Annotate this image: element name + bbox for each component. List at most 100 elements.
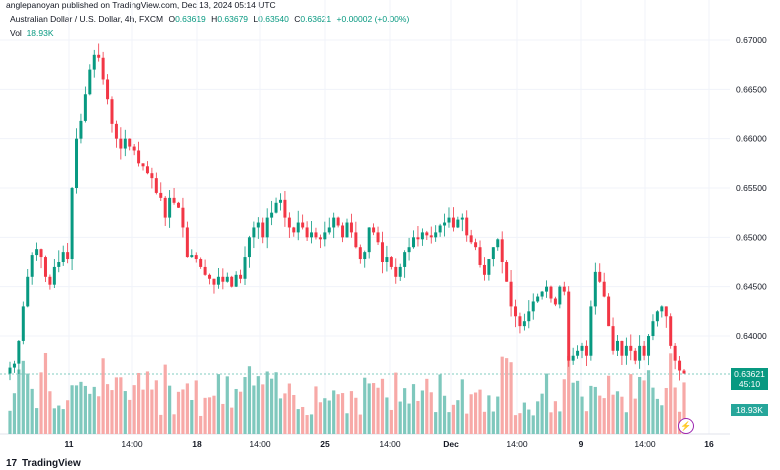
candle-body (247, 237, 251, 258)
candle-body (647, 336, 651, 356)
candle-body (177, 202, 180, 208)
candle-body (287, 217, 291, 228)
volume-bar (584, 411, 589, 434)
volume-bar (620, 396, 624, 434)
low-label: L (253, 14, 259, 24)
volume-bar (207, 397, 212, 434)
candle-body (434, 232, 438, 238)
symbol-name[interactable]: Australian Dollar / U.S. Dollar, 4h, FXC… (10, 14, 164, 24)
x-tick-label: 14:00 (506, 439, 528, 449)
candle-body (469, 235, 473, 243)
volume-bar (544, 373, 549, 434)
x-axis[interactable]: 11 14:00 18 14:00 25 14:00 Dec 14:00 9 14:00 16 (0, 433, 730, 449)
candle-body (26, 276, 30, 307)
candle-body (35, 249, 39, 256)
publisher-line: anglepanoyan published on TradingView.co… (6, 0, 276, 10)
volume-bar (247, 366, 252, 434)
candle-body (261, 222, 265, 238)
candle-body (403, 252, 407, 267)
candle-body (624, 345, 628, 356)
candle-body (420, 232, 424, 240)
candle-body (562, 286, 566, 292)
volume-bar (363, 377, 367, 434)
y-axis[interactable]: 0.67000 0.66500 0.66000 0.65500 0.65000 0.645… (736, 35, 767, 341)
volume-bar (389, 409, 393, 434)
volume-bar (61, 409, 65, 434)
candle-body (376, 232, 380, 243)
x-tick-label: 16 (704, 439, 714, 449)
volume-bar (252, 385, 256, 434)
volume-bar (429, 392, 433, 434)
volume-bar (57, 405, 61, 434)
volume-bar (434, 412, 438, 434)
volume-bar (593, 386, 597, 434)
volume-bar (185, 383, 189, 434)
candle-body (531, 301, 535, 312)
candle-body (602, 281, 606, 297)
volume-bar (505, 358, 509, 434)
volume-bar (558, 411, 562, 434)
candle-body (412, 237, 416, 248)
tradingview-footer[interactable]: 17 TradingView (6, 458, 81, 469)
open-value: 0.63619 (175, 14, 206, 24)
volume-bar (567, 355, 571, 434)
volume-bar (394, 372, 398, 434)
candle-body (673, 345, 677, 361)
y-tick-label: 0.66000 (736, 134, 767, 144)
candle-body (88, 69, 92, 95)
candle-body (252, 227, 256, 238)
volume-bar (509, 362, 513, 434)
volume-bar (615, 391, 620, 434)
candle-body (123, 138, 127, 149)
candle-body (256, 222, 260, 228)
candle-body (629, 345, 633, 351)
volume-bar (411, 384, 416, 434)
high-label: H (211, 14, 218, 24)
volume-bar (318, 402, 322, 434)
volume-bar (97, 396, 101, 434)
volume-bar (660, 405, 664, 434)
volume-bar (491, 411, 495, 434)
x-tick-label: 14:00 (634, 439, 656, 449)
volume-bar (655, 398, 659, 434)
candle-body (185, 227, 189, 258)
candle-body (292, 227, 296, 233)
candle-body (168, 197, 172, 218)
candle-body (416, 237, 420, 240)
y-tick-label: 0.64500 (736, 282, 767, 292)
candle-body (558, 286, 562, 305)
candle-body (580, 345, 584, 351)
candle-body (545, 286, 549, 292)
volume-bar (487, 395, 491, 434)
volume-bar (35, 408, 39, 434)
candle-body (336, 217, 340, 226)
y-tick-label: 0.65000 (736, 232, 767, 242)
volume-bar (575, 380, 580, 434)
candle-body (478, 247, 482, 265)
candle-body (296, 222, 300, 233)
volume-bar (664, 387, 668, 434)
candle-body (429, 235, 433, 238)
candle-body (305, 227, 309, 238)
volume-bar (114, 377, 119, 434)
candle-body (225, 276, 229, 282)
volume-bar (323, 398, 327, 434)
volume-bar (159, 414, 163, 434)
candle-body (447, 217, 451, 223)
volume-bar (17, 369, 21, 434)
candle-body (598, 271, 602, 282)
candle-body (549, 286, 553, 299)
candle-body (114, 123, 118, 139)
volume-bar (305, 415, 309, 434)
volume-bar (380, 378, 385, 434)
current-price-badge: 0.63621 45:10 (731, 368, 768, 390)
candle-body (332, 217, 336, 228)
volume-bar (589, 385, 593, 434)
open-label: O (168, 14, 176, 24)
candle-body (438, 225, 442, 233)
volume-bar (403, 388, 407, 434)
volume-bar (536, 401, 540, 434)
candle-body (389, 257, 393, 267)
flash-icon[interactable]: ⚡ (678, 418, 694, 434)
